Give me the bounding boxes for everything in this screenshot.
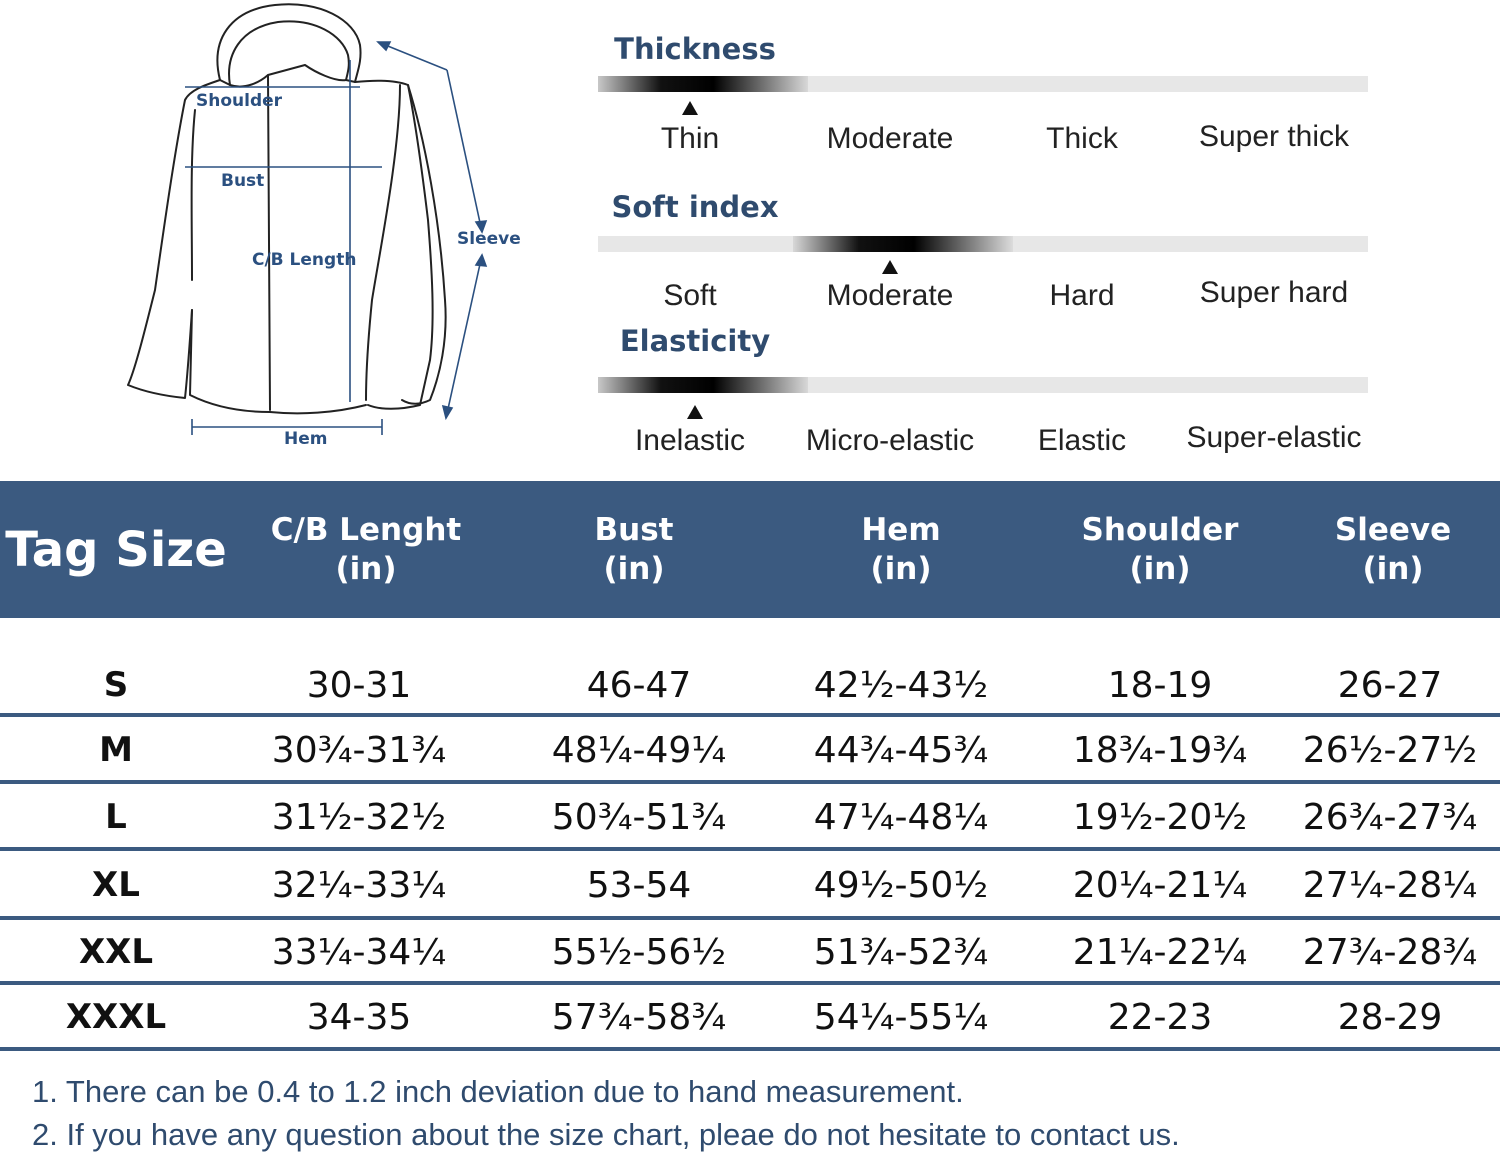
row-divider [0,847,1500,851]
cb-length-cell: 30¾-31¾ [271,729,447,771]
header-shoulder: Shoulder (in) [1034,481,1286,618]
row-divider [0,1047,1500,1051]
thickness-option-moderate: Moderate [826,122,954,155]
header-hem-label: Hem [861,511,941,548]
soft-index-title: Soft index [611,190,779,224]
thickness-title: Thickness [614,32,776,66]
size-cell: XXXL [65,997,167,1037]
shoulder-cell: 19½-20½ [1072,796,1248,838]
bust-cell: 55½-56½ [551,931,727,973]
jacket-measurement-diagram: Shoulder Bust C/B Length Sleeve Hem [110,0,540,460]
bust-cell: 50¾-51¾ [551,796,727,838]
cb-length-cell: 30-31 [306,664,412,706]
sleeve-cell: 27¼-28¼ [1302,864,1478,906]
soft-index-option-moderate: Moderate [826,279,954,312]
size-table-header: Tag Size C/B Lenght (in) Bust (in) Hem (… [0,481,1500,618]
shoulder-cell: 22-23 [1107,996,1213,1038]
cb-length-label: C/B Length [252,250,357,270]
header-hem-unit: (in) [870,550,932,587]
soft-index-indicator [793,236,1013,252]
thickness-marker-icon [682,101,698,115]
table-row: S 30-31 46-47 42½-43½ 18-19 26-27 [0,655,1500,715]
table-row: XL 32¼-33¼ 53-54 49½-50½ 20¼-21¼ 27¼-28¼ [0,853,1500,917]
shoulder-cell: 18-19 [1107,664,1213,706]
soft-index-option-hard: Hard [1049,279,1115,312]
elasticity-title: Elasticity [619,324,771,358]
shoulder-label: Shoulder [196,91,283,111]
row-divider [0,780,1500,784]
shoulder-cell: 18¾-19¾ [1072,729,1248,771]
soft-index-option-soft: Soft [663,279,717,312]
elasticity-indicator [598,377,808,393]
header-shoulder-label: Shoulder [1081,511,1239,548]
size-cell: S [103,665,129,705]
sleeve-cell: 28-29 [1337,996,1443,1038]
sleeve-cell: 26½-27½ [1302,729,1478,771]
bust-label: Bust [221,171,265,191]
size-cell: L [105,797,127,837]
thickness-bar [598,76,1368,92]
header-cb-length: C/B Lenght (in) [232,481,500,618]
sleeve-cell: 26¾-27¾ [1302,796,1478,838]
header-sleeve-label: Sleeve [1334,511,1452,548]
cb-length-cell: 32¼-33¼ [271,864,447,906]
header-bust-label: Bust [594,511,674,548]
hem-cell: 42½-43½ [813,664,989,706]
size-cell: XXL [78,932,154,972]
header-shoulder-unit: (in) [1129,550,1191,587]
shoulder-cell: 20¼-21¼ [1072,864,1248,906]
header-hem: Hem (in) [768,481,1034,618]
header-cb-length-label: C/B Lenght [270,511,462,548]
shoulder-cell: 21¼-22¼ [1072,931,1248,973]
table-row: XXXL 34-35 57¾-58¾ 54¼-55¼ 22-23 28-29 [0,987,1500,1047]
elasticity-bar [598,377,1368,393]
cb-length-cell: 34-35 [306,996,412,1038]
size-cell: XL [92,865,140,905]
thickness-indicator [598,76,808,92]
hem-cell: 47¼-48¼ [813,796,989,838]
header-cb-length-unit: (in) [335,550,397,587]
header-bust: Bust (in) [500,481,768,618]
hem-label: Hem [284,429,328,449]
note-deviation: 1. There can be 0.4 to 1.2 inch deviatio… [32,1074,964,1109]
thickness-option-super-thick: Super thick [1198,120,1350,153]
soft-index-marker-icon [882,260,898,274]
header-sleeve: Sleeve (in) [1286,481,1500,618]
hem-cell: 51¾-52¾ [813,931,989,973]
sleeve-label: Sleeve [457,229,521,249]
elasticity-option-elastic: Elastic [1037,424,1127,457]
size-cell: M [99,730,133,770]
header-tag-size-label: Tag Size [5,521,227,578]
elasticity-option-super-elastic: Super-elastic [1186,421,1362,454]
soft-index-bar [598,236,1368,252]
cb-length-cell: 31½-32½ [271,796,447,838]
row-divider [0,713,1500,717]
cb-length-cell: 33¼-34¼ [271,931,447,973]
thickness-option-thick: Thick [1046,122,1118,155]
hem-cell: 49½-50½ [813,864,989,906]
sleeve-cell: 26-27 [1337,664,1443,706]
row-divider [0,916,1500,920]
hem-cell: 54¼-55¼ [813,996,989,1038]
bust-cell: 53-54 [586,864,692,906]
sleeve-cell: 27¾-28¾ [1302,931,1478,973]
jacket-illustration [127,3,488,435]
elasticity-option-inelastic: Inelastic [634,424,746,457]
bust-cell: 48¼-49¼ [551,729,727,771]
table-row: XXL 33¼-34¼ 55½-56½ 51¾-52¾ 21¼-22¼ 27¾-… [0,922,1500,982]
elasticity-marker-icon [687,405,703,419]
header-tag-size: Tag Size [0,481,232,618]
hem-cell: 44¾-45¾ [813,729,989,771]
table-row: M 30¾-31¾ 48¼-49¼ 44¾-45¾ 18¾-19¾ 26½-27… [0,719,1500,781]
soft-index-option-super-hard: Super hard [1199,276,1349,309]
header-sleeve-unit: (in) [1362,550,1424,587]
row-divider [0,981,1500,985]
thickness-option-thin: Thin [660,122,720,155]
header-bust-unit: (in) [603,550,665,587]
table-row: L 31½-32½ 50¾-51¾ 47¼-48¼ 19½-20½ 26¾-27… [0,786,1500,848]
bust-cell: 57¾-58¾ [551,996,727,1038]
bust-cell: 46-47 [586,664,692,706]
elasticity-option-micro-elastic: Micro-elastic [805,424,975,457]
note-contact: 2. If you have any question about the si… [32,1117,1180,1152]
